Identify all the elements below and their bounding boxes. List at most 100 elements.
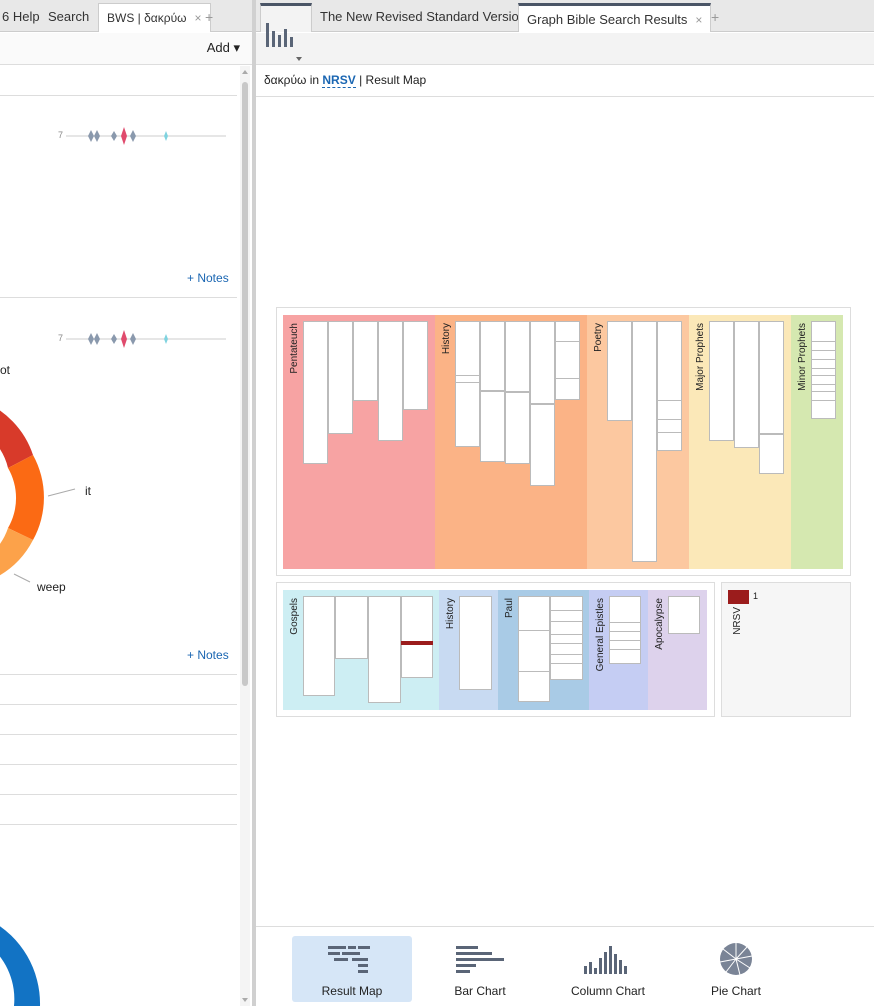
book-block[interactable] xyxy=(759,321,784,474)
book-block[interactable] xyxy=(403,321,428,410)
book-block[interactable] xyxy=(811,359,836,369)
new-tab-button[interactable]: + xyxy=(205,9,214,25)
divider xyxy=(0,297,237,298)
view-button-label: Bar Chart xyxy=(454,984,506,998)
donut-slice-orange[interactable] xyxy=(8,455,44,540)
book-block[interactable] xyxy=(668,596,700,634)
scroll-down-icon[interactable] xyxy=(241,996,249,1004)
version-selector[interactable]: NRSV xyxy=(322,73,356,88)
new-tab-button[interactable]: + xyxy=(711,9,720,25)
tab-bws[interactable]: BWS | δακρύω × xyxy=(98,3,211,32)
book-block[interactable] xyxy=(455,321,480,447)
divider xyxy=(0,794,237,795)
book-block[interactable] xyxy=(353,321,378,401)
section-minor-prophets[interactable]: Minor Prophets xyxy=(791,315,843,569)
book-block[interactable] xyxy=(657,419,682,433)
section-gospels[interactable]: Gospels xyxy=(283,590,439,710)
nt-map-frame: Gospels History Paul General Epistles xyxy=(276,582,715,717)
book-block[interactable] xyxy=(368,596,401,703)
book-block[interactable] xyxy=(759,433,784,435)
legend-panel: 1 NRSV xyxy=(721,582,851,717)
section-apocalypse[interactable]: Apocalypse xyxy=(648,590,707,710)
book-block[interactable] xyxy=(734,321,759,448)
section-pentateuch[interactable]: Pentateuch xyxy=(283,315,435,569)
ot-map-frame: Pentateuch History Poetry xyxy=(276,307,851,576)
tab-bws-label: BWS | δακρύω xyxy=(107,11,187,25)
book-block[interactable] xyxy=(480,390,505,392)
book-block[interactable] xyxy=(550,610,583,622)
panel-divider[interactable] xyxy=(252,0,256,1006)
book-block[interactable] xyxy=(550,634,583,644)
divider xyxy=(0,674,237,675)
close-icon[interactable]: × xyxy=(194,11,202,25)
right-toolbar xyxy=(256,23,874,65)
column-chart-button[interactable]: Column Chart xyxy=(548,936,668,1002)
book-block[interactable] xyxy=(550,654,583,664)
book-block[interactable] xyxy=(335,596,368,659)
add-notes-link[interactable]: + Notes xyxy=(187,271,229,285)
tab-nrsv-label: The New Revised Standard Version xyxy=(320,9,526,24)
book-block[interactable] xyxy=(811,341,836,351)
book-block[interactable] xyxy=(607,321,632,421)
sparkline-1 xyxy=(66,127,226,145)
section-label: Minor Prophets xyxy=(797,323,808,391)
add-notes-link[interactable]: + Notes xyxy=(187,648,229,662)
section-ot-history[interactable]: History xyxy=(435,315,587,569)
tab-help-label: 6 Help xyxy=(2,9,40,24)
close-icon[interactable]: × xyxy=(695,13,703,27)
result-map-button[interactable]: Result Map xyxy=(292,936,412,1002)
column-chart-icon xyxy=(584,946,627,974)
view-name: Result Map xyxy=(365,73,427,87)
search-hit-marker[interactable] xyxy=(401,641,433,645)
donut-slice-light[interactable] xyxy=(0,528,33,578)
book-block[interactable] xyxy=(609,622,641,632)
book-block[interactable] xyxy=(709,321,734,441)
right-tab-bar: The New Revised Standard Version Graph B… xyxy=(256,0,874,32)
bar-chart-button[interactable]: Bar Chart xyxy=(420,936,540,1002)
book-block[interactable] xyxy=(811,391,836,401)
book-block[interactable] xyxy=(401,596,433,678)
book-block[interactable] xyxy=(378,321,403,441)
book-block[interactable] xyxy=(505,391,530,393)
view-button-label: Column Chart xyxy=(570,984,646,998)
bar-chart-icon xyxy=(456,946,504,973)
section-label: History xyxy=(445,598,456,630)
tab-help[interactable]: 6 Help xyxy=(0,3,48,32)
donut-slice-red[interactable] xyxy=(0,400,33,468)
section-general-epistles[interactable]: General Epistles xyxy=(589,590,648,710)
graph-menu-icon[interactable] xyxy=(264,21,304,65)
section-poetry[interactable]: Poetry xyxy=(587,315,689,569)
section-paul[interactable]: Paul xyxy=(498,590,589,710)
book-block[interactable] xyxy=(518,630,550,672)
book-block[interactable] xyxy=(303,596,335,696)
book-block[interactable] xyxy=(555,341,580,379)
book-block[interactable] xyxy=(632,321,657,562)
book-block[interactable] xyxy=(609,640,641,650)
book-block[interactable] xyxy=(811,321,836,419)
pie-chart-button[interactable]: Pie Chart xyxy=(676,936,796,1002)
spark-count: 7 xyxy=(58,333,64,343)
donut-label: ot xyxy=(0,363,11,377)
section-label: Pentateuch xyxy=(289,323,300,374)
divider xyxy=(256,96,874,97)
tab-graph-results[interactable]: Graph Bible Search Results × xyxy=(518,3,712,32)
crumb-separator: | xyxy=(355,73,366,87)
left-scrollbar-thumb[interactable] xyxy=(242,82,248,686)
book-block[interactable] xyxy=(328,321,353,434)
tab-nrsv[interactable]: The New Revised Standard Version xyxy=(312,3,534,32)
book-block[interactable] xyxy=(459,596,492,690)
scroll-up-icon[interactable] xyxy=(241,68,249,76)
book-block[interactable] xyxy=(455,375,480,383)
book-block[interactable] xyxy=(303,321,328,464)
donut-chart xyxy=(0,400,76,583)
section-nt-history[interactable]: History xyxy=(439,590,498,710)
tab-search[interactable]: Search xyxy=(40,3,97,32)
book-block[interactable] xyxy=(657,400,682,420)
view-button-label: Pie Chart xyxy=(710,984,762,998)
section-major-prophets[interactable]: Major Prophets xyxy=(689,315,791,569)
book-block[interactable] xyxy=(530,403,555,405)
section-label: Poetry xyxy=(593,323,604,352)
divider xyxy=(0,95,237,96)
book-block[interactable] xyxy=(811,375,836,385)
add-button[interactable]: Add ▾ xyxy=(206,40,240,55)
